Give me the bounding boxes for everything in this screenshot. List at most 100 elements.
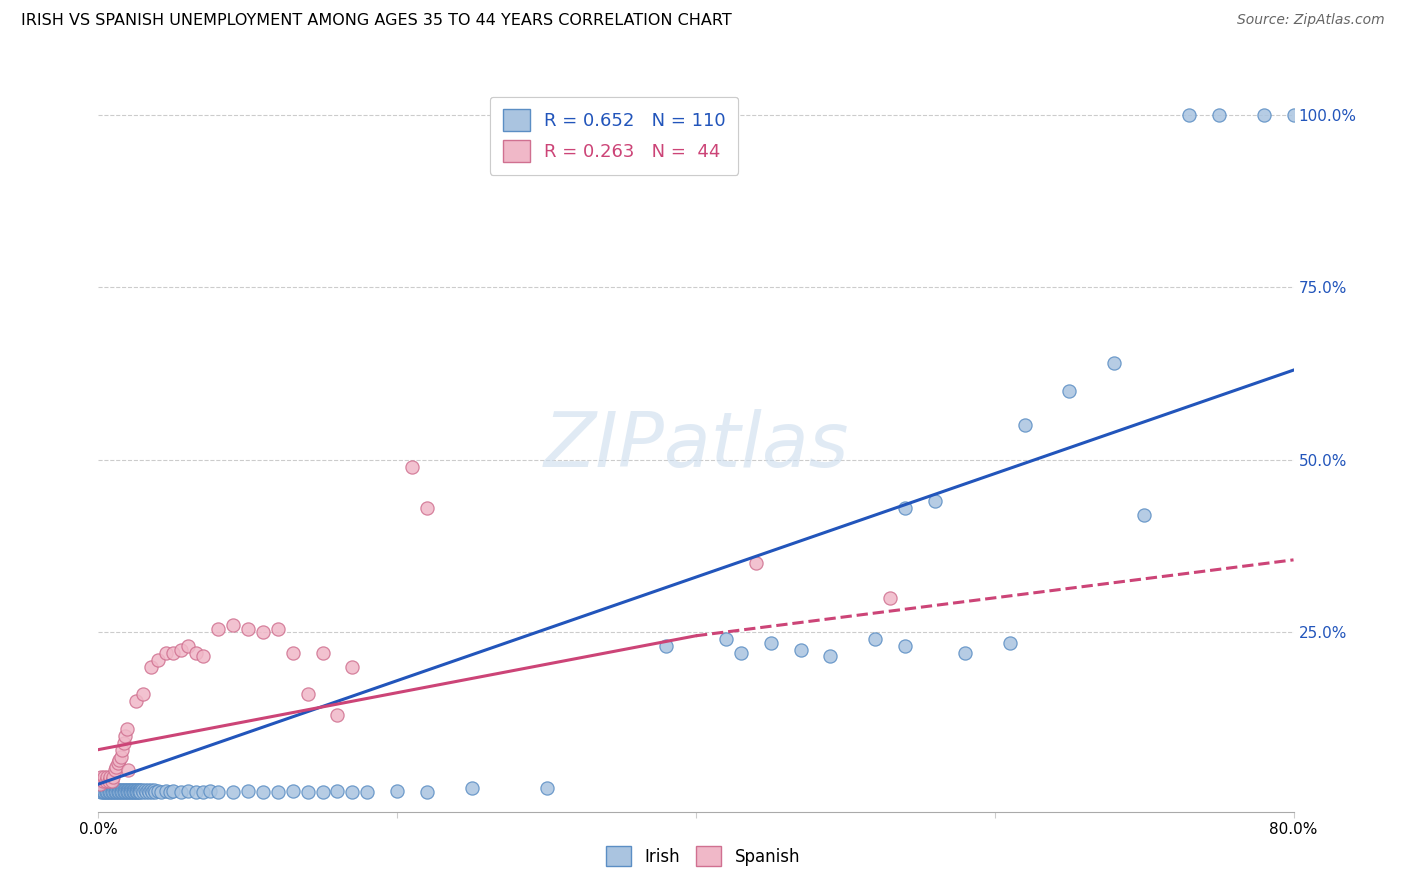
Point bbox=[104, 785, 127, 799]
Point bbox=[1104, 356, 1126, 370]
Point bbox=[998, 635, 1021, 649]
Point bbox=[222, 785, 245, 799]
Point bbox=[155, 646, 177, 660]
Point bbox=[184, 785, 207, 799]
Point bbox=[267, 785, 290, 799]
Point bbox=[120, 782, 142, 797]
Point bbox=[93, 782, 115, 797]
Point bbox=[252, 785, 274, 799]
Point bbox=[342, 785, 364, 799]
Point bbox=[894, 639, 917, 653]
Point bbox=[108, 782, 131, 797]
Point bbox=[96, 782, 118, 797]
Point bbox=[127, 785, 149, 799]
Point bbox=[115, 783, 138, 797]
Point bbox=[342, 660, 364, 674]
Point bbox=[184, 646, 207, 660]
Point bbox=[879, 591, 901, 605]
Point bbox=[162, 646, 184, 660]
Point bbox=[207, 785, 229, 799]
Point bbox=[416, 501, 439, 516]
Point bbox=[114, 782, 136, 797]
Point bbox=[110, 749, 132, 764]
Point bbox=[114, 785, 136, 799]
Point bbox=[745, 557, 768, 571]
Point bbox=[207, 622, 229, 636]
Point bbox=[281, 784, 304, 798]
Point bbox=[120, 785, 142, 799]
Point bbox=[1253, 108, 1275, 122]
Point bbox=[110, 783, 132, 797]
Point bbox=[125, 785, 148, 799]
Point bbox=[101, 785, 124, 799]
Point bbox=[115, 722, 138, 736]
Point bbox=[103, 785, 125, 799]
Point bbox=[107, 785, 129, 799]
Point bbox=[110, 785, 132, 799]
Point bbox=[111, 782, 134, 797]
Point bbox=[129, 785, 152, 799]
Point bbox=[91, 773, 114, 788]
Point bbox=[142, 783, 165, 797]
Point bbox=[1208, 108, 1230, 122]
Point bbox=[148, 653, 170, 667]
Point bbox=[138, 785, 160, 799]
Point bbox=[105, 760, 128, 774]
Point bbox=[536, 780, 558, 795]
Point bbox=[118, 783, 141, 797]
Point bbox=[117, 782, 139, 797]
Point bbox=[385, 784, 409, 798]
Point bbox=[252, 625, 274, 640]
Point bbox=[759, 635, 782, 649]
Point bbox=[96, 770, 118, 784]
Point bbox=[94, 785, 117, 799]
Point bbox=[139, 782, 162, 797]
Point bbox=[115, 785, 138, 799]
Point bbox=[100, 782, 122, 797]
Point bbox=[117, 785, 139, 799]
Point bbox=[90, 785, 112, 799]
Point bbox=[100, 785, 122, 799]
Point bbox=[103, 770, 125, 784]
Point bbox=[125, 783, 148, 797]
Point bbox=[117, 764, 139, 778]
Point bbox=[124, 782, 146, 797]
Point bbox=[112, 736, 135, 750]
Point bbox=[236, 622, 259, 636]
Point bbox=[118, 785, 141, 799]
Point bbox=[730, 646, 752, 660]
Point bbox=[177, 639, 200, 653]
Point bbox=[1178, 108, 1201, 122]
Point bbox=[311, 646, 333, 660]
Point bbox=[326, 708, 349, 723]
Point bbox=[169, 642, 191, 657]
Point bbox=[125, 694, 148, 708]
Point bbox=[111, 785, 134, 799]
Point bbox=[100, 770, 122, 784]
Legend: R = 0.652   N = 110, R = 0.263   N =  44: R = 0.652 N = 110, R = 0.263 N = 44 bbox=[489, 96, 738, 175]
Point bbox=[94, 773, 117, 788]
Point bbox=[127, 782, 149, 797]
Point bbox=[107, 783, 129, 797]
Point bbox=[93, 785, 115, 799]
Point bbox=[112, 785, 135, 799]
Point bbox=[105, 782, 128, 797]
Point bbox=[150, 785, 173, 799]
Text: ZIPatlas: ZIPatlas bbox=[543, 409, 849, 483]
Point bbox=[148, 784, 170, 798]
Point bbox=[655, 639, 678, 653]
Point bbox=[789, 642, 811, 657]
Point bbox=[155, 784, 177, 798]
Point bbox=[97, 773, 120, 788]
Point bbox=[89, 784, 111, 798]
Point bbox=[162, 784, 184, 798]
Point bbox=[169, 785, 191, 799]
Point bbox=[105, 785, 128, 799]
Point bbox=[96, 785, 118, 799]
Point bbox=[267, 622, 290, 636]
Point bbox=[953, 646, 976, 660]
Point bbox=[1133, 508, 1156, 522]
Point bbox=[121, 783, 143, 797]
Point bbox=[159, 785, 181, 799]
Point bbox=[297, 687, 319, 701]
